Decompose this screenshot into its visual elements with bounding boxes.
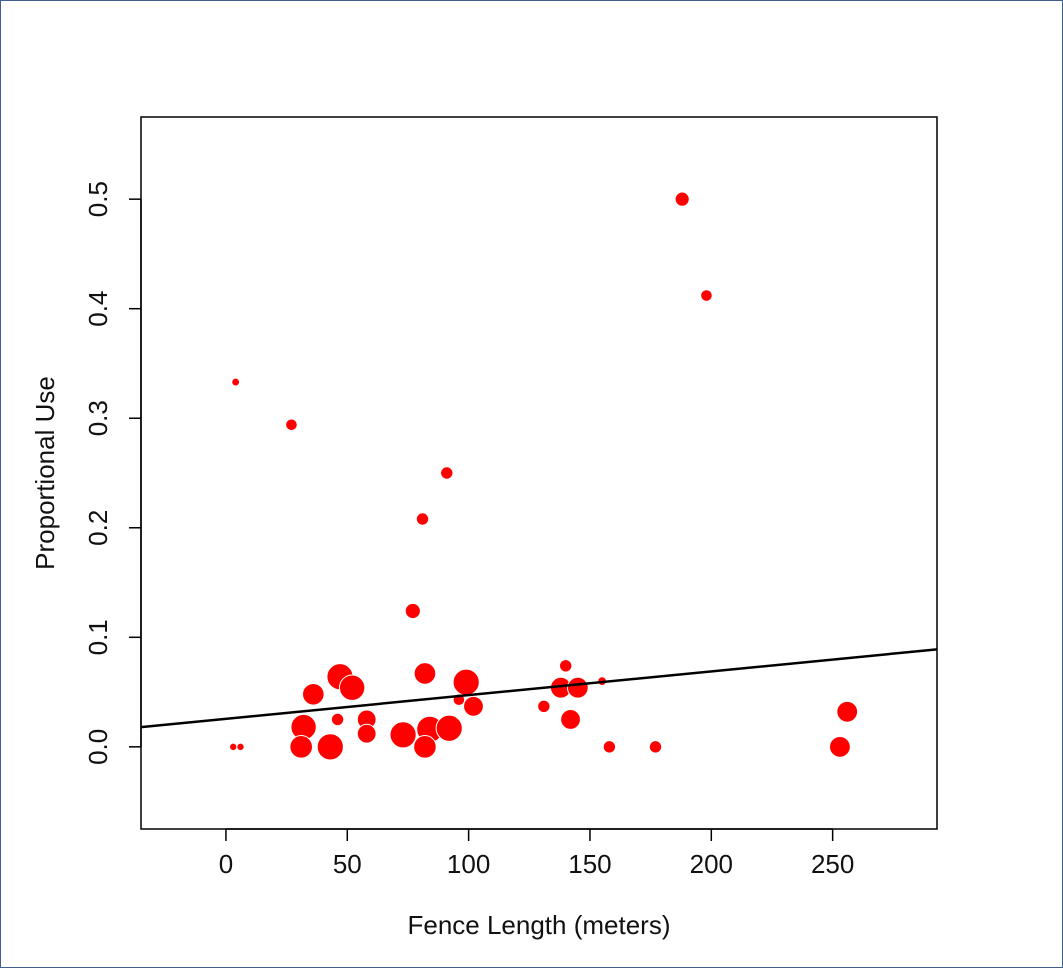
data-point	[289, 735, 313, 759]
data-point	[229, 742, 238, 752]
data-point	[435, 714, 463, 742]
data-point	[338, 674, 366, 701]
x-tick-label: 200	[690, 849, 733, 879]
data-point	[440, 466, 454, 480]
data-point	[700, 289, 713, 302]
data-point	[285, 418, 298, 432]
data-point	[330, 712, 345, 727]
data-point	[404, 602, 421, 620]
data-point	[648, 740, 663, 754]
regression-line	[140, 648, 938, 729]
data-point	[389, 721, 417, 749]
y-tick-label: 0.3	[83, 400, 113, 436]
y-tick-label: 0.0	[83, 729, 113, 765]
data-point	[302, 682, 325, 706]
x-tick-label: 50	[333, 849, 362, 879]
data-point	[560, 709, 581, 730]
data-point	[231, 377, 241, 387]
y-tick-label: 0.2	[83, 510, 113, 546]
data-point	[602, 740, 617, 754]
data-point	[836, 700, 859, 723]
x-tick-label: 250	[811, 849, 854, 879]
data-point	[829, 735, 851, 758]
x-axis: 0 50 100 150 200 250	[219, 828, 854, 879]
data-point	[413, 735, 437, 759]
y-axis: 0.0 0.1 0.2 0.3 0.4 0.5	[83, 181, 142, 765]
data-point	[558, 659, 573, 673]
data-point	[566, 676, 589, 699]
x-tick-label: 100	[447, 849, 490, 879]
y-tick-label: 0.4	[83, 291, 113, 327]
data-point	[415, 512, 430, 526]
points-layer	[229, 191, 859, 761]
trend-line-layer	[140, 648, 938, 729]
data-point	[674, 191, 690, 207]
data-point	[356, 723, 377, 744]
y-tick-label: 0.5	[83, 181, 113, 217]
x-axis-title: Fence Length (meters)	[407, 910, 670, 940]
data-point	[413, 662, 437, 685]
plot-area-border	[140, 116, 938, 830]
x-tick-label: 150	[568, 849, 611, 879]
x-tick-label: 0	[219, 849, 233, 879]
data-point	[463, 695, 484, 717]
data-point	[537, 699, 551, 714]
data-point	[316, 733, 344, 761]
y-axis-title: Proportional Use	[30, 376, 60, 570]
data-point	[452, 668, 480, 696]
data-point	[236, 742, 245, 752]
y-tick-label: 0.1	[83, 619, 113, 655]
